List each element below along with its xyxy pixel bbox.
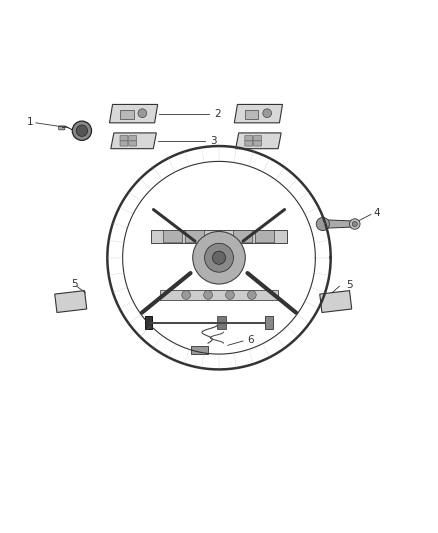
Circle shape — [316, 217, 329, 231]
Polygon shape — [111, 133, 156, 149]
Circle shape — [205, 243, 233, 272]
Circle shape — [138, 109, 147, 118]
Polygon shape — [320, 220, 353, 229]
Text: 4: 4 — [374, 208, 380, 217]
FancyBboxPatch shape — [185, 231, 205, 243]
Polygon shape — [151, 230, 287, 243]
Polygon shape — [234, 104, 283, 123]
Circle shape — [72, 121, 92, 140]
FancyBboxPatch shape — [59, 126, 65, 130]
FancyBboxPatch shape — [245, 141, 253, 146]
Text: 5: 5 — [71, 279, 78, 289]
Circle shape — [352, 221, 357, 227]
FancyBboxPatch shape — [120, 135, 128, 141]
Circle shape — [226, 290, 234, 300]
Text: 3: 3 — [210, 136, 217, 146]
Circle shape — [182, 290, 191, 300]
FancyBboxPatch shape — [255, 231, 275, 243]
FancyBboxPatch shape — [245, 135, 253, 141]
Text: 2: 2 — [215, 109, 221, 119]
FancyBboxPatch shape — [163, 231, 183, 243]
Polygon shape — [160, 290, 278, 300]
Text: 6: 6 — [247, 335, 254, 345]
Circle shape — [76, 125, 88, 136]
FancyBboxPatch shape — [191, 346, 208, 354]
FancyBboxPatch shape — [120, 110, 134, 119]
Text: 5: 5 — [346, 280, 353, 290]
FancyBboxPatch shape — [245, 110, 258, 119]
Circle shape — [193, 231, 245, 284]
Circle shape — [247, 290, 256, 300]
Circle shape — [350, 219, 360, 229]
FancyBboxPatch shape — [265, 317, 273, 329]
Circle shape — [263, 109, 272, 118]
Polygon shape — [236, 133, 281, 149]
FancyBboxPatch shape — [217, 317, 226, 329]
Circle shape — [204, 290, 212, 300]
Polygon shape — [110, 104, 158, 123]
FancyBboxPatch shape — [145, 317, 152, 329]
FancyBboxPatch shape — [233, 231, 253, 243]
Polygon shape — [55, 290, 87, 312]
Polygon shape — [320, 290, 352, 312]
Text: 1: 1 — [26, 117, 33, 126]
FancyBboxPatch shape — [254, 141, 261, 146]
FancyBboxPatch shape — [120, 141, 128, 146]
FancyBboxPatch shape — [129, 135, 137, 141]
Circle shape — [212, 251, 226, 264]
FancyBboxPatch shape — [129, 141, 137, 146]
FancyBboxPatch shape — [254, 135, 261, 141]
